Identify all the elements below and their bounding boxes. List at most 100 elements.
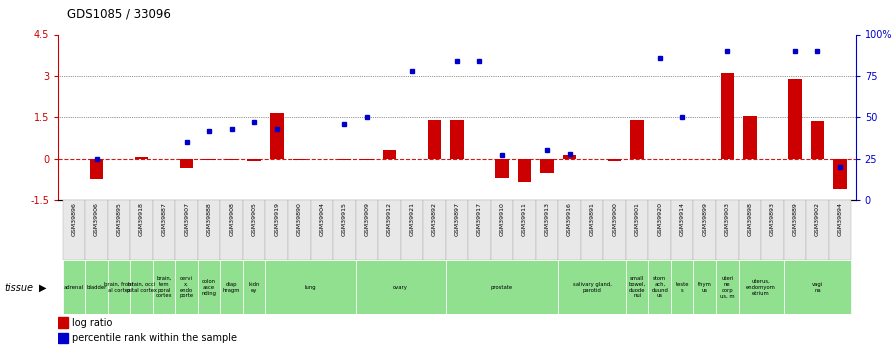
- Bar: [176, 200, 198, 260]
- Bar: [225, 159, 238, 160]
- Text: GSM39898: GSM39898: [747, 202, 753, 236]
- Bar: [761, 200, 784, 260]
- Text: diap
hragm: diap hragm: [223, 282, 240, 293]
- Bar: [694, 200, 716, 260]
- Bar: [558, 200, 581, 260]
- Text: log ratio: log ratio: [73, 318, 113, 328]
- Text: GSM39887: GSM39887: [161, 202, 167, 236]
- Bar: [423, 200, 445, 260]
- Bar: [288, 200, 311, 260]
- Bar: [198, 260, 220, 314]
- Text: cervi
x,
endo
porte: cervi x, endo porte: [179, 276, 194, 298]
- Text: GSM39914: GSM39914: [680, 202, 685, 236]
- Bar: [445, 200, 469, 260]
- Bar: [671, 200, 694, 260]
- Bar: [247, 159, 261, 161]
- Bar: [220, 260, 243, 314]
- Bar: [383, 150, 396, 159]
- Bar: [563, 155, 576, 159]
- Bar: [671, 260, 694, 314]
- Bar: [356, 260, 445, 314]
- Text: ▶: ▶: [39, 283, 46, 293]
- Text: prostate: prostate: [491, 285, 513, 290]
- Text: GSM39910: GSM39910: [499, 202, 504, 236]
- Bar: [788, 79, 802, 159]
- Bar: [265, 260, 356, 314]
- Bar: [518, 159, 531, 182]
- Bar: [401, 200, 423, 260]
- Bar: [243, 200, 265, 260]
- Text: percentile rank within the sample: percentile rank within the sample: [73, 333, 237, 343]
- Bar: [198, 200, 220, 260]
- Bar: [738, 200, 761, 260]
- Text: uteri
ne
corp
us, m: uteri ne corp us, m: [720, 276, 735, 298]
- Bar: [427, 120, 441, 159]
- Text: teste
s: teste s: [676, 282, 689, 293]
- Text: adrenal: adrenal: [64, 285, 84, 290]
- Bar: [738, 260, 784, 314]
- Bar: [85, 200, 108, 260]
- Bar: [153, 200, 176, 260]
- Bar: [649, 260, 671, 314]
- Text: GSM39895: GSM39895: [116, 202, 122, 236]
- Bar: [333, 200, 356, 260]
- Bar: [180, 159, 194, 168]
- Text: GSM39904: GSM39904: [319, 202, 324, 236]
- Bar: [607, 159, 622, 161]
- Bar: [85, 260, 108, 314]
- Text: GSM39915: GSM39915: [342, 202, 347, 236]
- Text: GSM39889: GSM39889: [792, 202, 797, 236]
- Text: brain, front
al cortex: brain, front al cortex: [104, 282, 134, 293]
- Text: GSM39920: GSM39920: [657, 202, 662, 236]
- Text: stom
ach,
duund
us: stom ach, duund us: [651, 276, 668, 298]
- Bar: [202, 159, 216, 160]
- Text: GSM39899: GSM39899: [702, 202, 707, 236]
- Text: GSM39891: GSM39891: [590, 202, 595, 236]
- Text: bladder: bladder: [86, 285, 107, 290]
- Text: colon
asce
nding: colon asce nding: [202, 279, 217, 296]
- Text: GSM39905: GSM39905: [252, 202, 257, 236]
- Bar: [811, 121, 824, 159]
- Bar: [58, 317, 68, 328]
- Text: GSM39912: GSM39912: [387, 202, 392, 236]
- Bar: [833, 159, 847, 189]
- Text: GSM39893: GSM39893: [770, 202, 775, 236]
- Bar: [130, 260, 153, 314]
- Bar: [743, 116, 756, 159]
- Bar: [130, 200, 153, 260]
- Bar: [603, 200, 626, 260]
- Bar: [716, 260, 738, 314]
- Text: GSM39908: GSM39908: [229, 202, 234, 236]
- Text: GSM39900: GSM39900: [612, 202, 617, 236]
- Bar: [243, 260, 265, 314]
- Bar: [720, 73, 734, 159]
- Bar: [108, 260, 130, 314]
- Bar: [90, 159, 103, 179]
- Text: GSM39890: GSM39890: [297, 202, 302, 236]
- Text: thym
us: thym us: [698, 282, 711, 293]
- Text: GSM39897: GSM39897: [454, 202, 460, 236]
- Bar: [513, 200, 536, 260]
- Text: GSM39888: GSM39888: [207, 202, 211, 236]
- Bar: [784, 260, 851, 314]
- Bar: [360, 159, 374, 160]
- Text: GSM39906: GSM39906: [94, 202, 99, 236]
- Bar: [292, 159, 306, 160]
- Bar: [270, 113, 283, 159]
- Bar: [540, 159, 554, 172]
- Text: ovary: ovary: [393, 285, 408, 290]
- Bar: [63, 260, 85, 314]
- Bar: [153, 260, 176, 314]
- Bar: [469, 200, 491, 260]
- Text: GSM39918: GSM39918: [139, 202, 144, 236]
- Text: uterus,
endomyom
etrium: uterus, endomyom etrium: [746, 279, 776, 296]
- Text: small
bowel,
duode
nui: small bowel, duode nui: [629, 276, 646, 298]
- Bar: [536, 200, 558, 260]
- Text: GSM39916: GSM39916: [567, 202, 572, 236]
- Bar: [806, 200, 829, 260]
- Text: GSM39913: GSM39913: [545, 202, 549, 236]
- Text: GDS1085 / 33096: GDS1085 / 33096: [67, 8, 171, 21]
- Bar: [649, 200, 671, 260]
- Bar: [829, 200, 851, 260]
- Text: brain,
tem
poral
cortex: brain, tem poral cortex: [156, 276, 172, 298]
